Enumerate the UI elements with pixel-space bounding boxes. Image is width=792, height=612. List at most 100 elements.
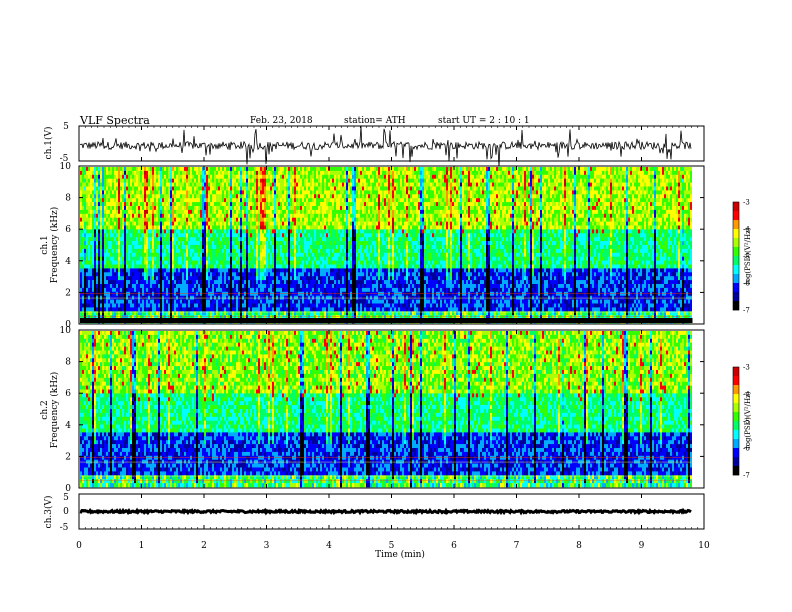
spectrogram-cell	[166, 206, 168, 210]
spectrogram-cell	[98, 284, 100, 288]
spectrogram-cell	[116, 265, 118, 269]
spectrogram-cell	[144, 249, 146, 253]
spectrogram-cell	[200, 190, 202, 194]
spectrogram-cell	[194, 307, 196, 311]
spectrogram-cell	[236, 257, 238, 261]
spectrogram-cell	[270, 198, 272, 202]
spectrogram-cell	[216, 210, 218, 214]
spectrogram-cell	[236, 206, 238, 210]
spectrogram-cell	[176, 304, 178, 308]
spectrogram-cell	[280, 233, 282, 237]
spectrogram-cell	[176, 226, 178, 230]
spectrogram-cell	[94, 300, 96, 304]
spectrogram-cell	[100, 210, 102, 214]
spectrogram-cell	[178, 304, 180, 308]
spectrogram-cell	[310, 206, 312, 210]
spectrogram-cell	[294, 175, 296, 179]
spectrogram-cell	[160, 288, 162, 292]
spectrogram-cell	[260, 175, 262, 179]
spectrogram-cell	[282, 190, 284, 194]
spectrogram-cell	[80, 237, 82, 241]
spectrogram-cell	[174, 237, 176, 241]
spectrogram-cell	[208, 241, 210, 245]
spectrogram-cell	[174, 288, 176, 292]
spectrogram-cell	[246, 202, 248, 206]
spectrogram-cell	[164, 226, 166, 230]
spectrogram-cell	[264, 194, 266, 198]
spectrogram-cell	[204, 229, 206, 233]
spectrogram-cell	[88, 284, 90, 288]
spectrogram-cell	[236, 183, 238, 187]
spectrogram-cell	[286, 226, 288, 230]
spectrogram-cell	[278, 167, 280, 171]
spectrogram-cell	[138, 214, 140, 218]
spectrogram-cell	[92, 245, 94, 249]
spectrogram-cell	[304, 276, 306, 280]
spectrogram-cell	[80, 187, 82, 191]
spectrogram-cell	[296, 229, 298, 233]
spectrogram-cell	[300, 179, 302, 183]
spectrogram-cell	[244, 210, 246, 214]
spectrogram-cell	[168, 268, 170, 272]
spectrogram-cell	[128, 187, 130, 191]
spectrogram-cell	[104, 167, 106, 171]
spectrogram-cell	[96, 222, 98, 226]
spectrogram-cell	[236, 280, 238, 284]
spectrogram-cell	[326, 288, 328, 292]
spectrogram-cell	[266, 268, 268, 272]
spectrogram-cell	[102, 202, 104, 206]
spectrogram-cell	[90, 288, 92, 292]
spectrogram-cell	[218, 241, 220, 245]
spectrogram-cell	[82, 245, 84, 249]
spectrogram-cell	[322, 261, 324, 265]
spectrogram-cell	[240, 304, 242, 308]
spectrogram-cell	[226, 288, 228, 292]
spectrogram-cell	[264, 175, 266, 179]
spectrogram-cell	[238, 233, 240, 237]
spectrogram-cell	[314, 276, 316, 280]
spectrogram-cell	[202, 265, 204, 269]
spectrogram-cell	[214, 304, 216, 308]
spectrogram-cell	[328, 249, 330, 253]
spectrogram-cell	[282, 280, 284, 284]
spectrogram-cell	[322, 214, 324, 218]
spectrogram-cell	[244, 288, 246, 292]
spectrogram-cell	[240, 218, 242, 222]
spectrogram-cell	[284, 179, 286, 183]
spectrogram-cell	[270, 245, 272, 249]
spectrogram-cell	[224, 187, 226, 191]
spectrogram-cell	[160, 237, 162, 241]
spectrogram-cell	[104, 171, 106, 175]
spectrogram-cell	[312, 198, 314, 202]
spectrogram-cell	[94, 198, 96, 202]
spectrogram-cell	[194, 272, 196, 276]
spectrogram-cell	[186, 222, 188, 226]
spectrogram-cell	[214, 190, 216, 194]
spectrogram-cell	[280, 237, 282, 241]
spectrogram-cell	[156, 222, 158, 226]
spectrogram-cell	[250, 300, 252, 304]
spectrogram-cell	[102, 245, 104, 249]
spectrogram-cell	[136, 194, 138, 198]
spectrogram-cell	[320, 288, 322, 292]
spectrogram-cell	[308, 280, 310, 284]
spectrogram-cell	[212, 187, 214, 191]
spectrogram-cell	[174, 307, 176, 311]
spectrogram-cell	[276, 265, 278, 269]
spectrogram-cell	[182, 183, 184, 187]
spectrogram-cell	[302, 206, 304, 210]
spectrogram-cell	[108, 190, 110, 194]
spectrogram-cell	[92, 241, 94, 245]
spectrogram-cell	[290, 202, 292, 206]
spectrogram-cell	[246, 206, 248, 210]
spectrogram-cell	[108, 257, 110, 261]
spectrogram-cell	[128, 214, 130, 218]
spectrogram-cell	[166, 167, 168, 171]
spectrogram-cell	[122, 261, 124, 265]
spectrogram-cell	[262, 300, 264, 304]
spectrogram-cell	[152, 222, 154, 226]
figure-title: VLF Spectra	[79, 114, 150, 127]
spectrogram-cell	[236, 249, 238, 253]
spectrogram-cell	[298, 265, 300, 269]
spectrogram-cell	[322, 210, 324, 214]
